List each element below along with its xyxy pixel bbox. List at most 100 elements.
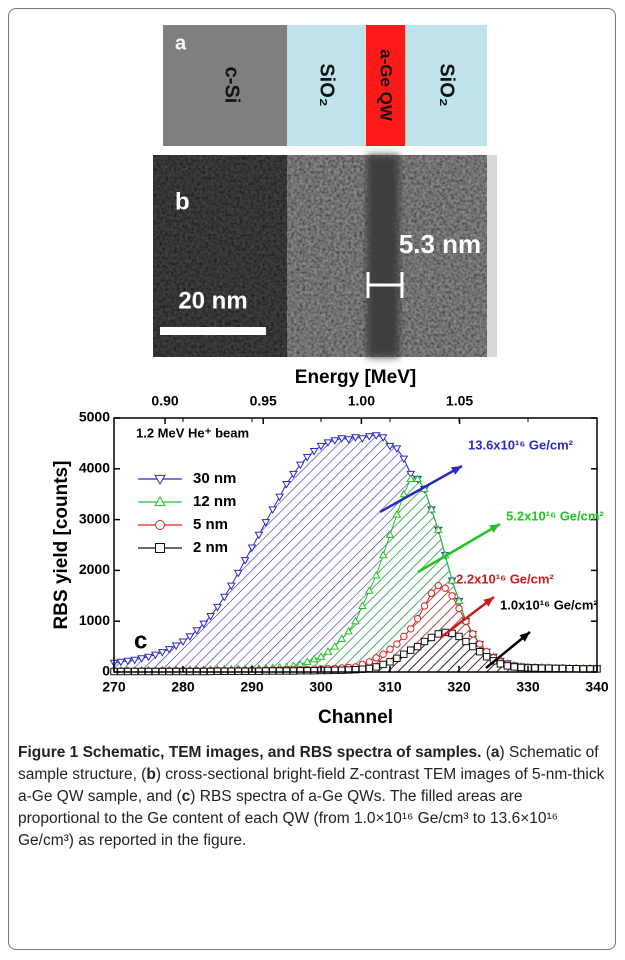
marker xyxy=(155,475,165,484)
x2-tick-label: 0.95 xyxy=(250,393,277,409)
marker xyxy=(156,544,165,553)
marker xyxy=(408,626,414,632)
marker xyxy=(235,668,241,674)
legend-label: 30 nm xyxy=(193,470,236,487)
marker xyxy=(421,603,427,609)
marker xyxy=(256,668,262,674)
tem-region xyxy=(153,155,287,357)
marker xyxy=(242,668,248,674)
x-axis-label: Channel xyxy=(318,707,393,728)
annotation: 13.6x10¹⁶ Ge/cm² xyxy=(468,437,574,452)
marker xyxy=(580,666,586,672)
x-tick-label: 330 xyxy=(516,679,540,695)
marker xyxy=(290,668,296,674)
caption-title: Figure 1 Schematic, TEM images, and RBS … xyxy=(18,744,481,761)
marker xyxy=(155,497,165,506)
marker xyxy=(387,659,393,665)
marker xyxy=(380,651,386,657)
marker xyxy=(228,668,234,674)
marker xyxy=(435,582,441,588)
marker xyxy=(511,664,517,670)
caption-text: c xyxy=(182,788,191,805)
marker xyxy=(421,638,427,644)
x-tick-label: 280 xyxy=(171,679,195,695)
marker xyxy=(477,641,483,647)
x2-tick-label: 0.90 xyxy=(151,393,178,409)
marker xyxy=(463,638,469,644)
marker xyxy=(394,641,400,647)
y-axis-label: RBS yield [counts] xyxy=(51,461,72,630)
marker xyxy=(428,634,434,640)
marker xyxy=(504,663,510,669)
panel-a: a c-Si SiO₂ a-Ge QW SiO₂ xyxy=(163,25,487,146)
annotation: c xyxy=(134,627,147,654)
marker xyxy=(263,668,269,674)
marker xyxy=(311,668,317,674)
marker xyxy=(414,615,420,621)
scale-label: 20 nm xyxy=(178,287,247,314)
marker xyxy=(587,666,593,672)
caption-text: b xyxy=(146,766,155,783)
marker xyxy=(283,668,289,674)
layer-label: c-Si xyxy=(221,67,243,104)
legend-label: 2 nm xyxy=(193,539,228,556)
x-tick-label: 320 xyxy=(447,679,471,695)
marker xyxy=(566,665,572,671)
marker xyxy=(401,651,407,657)
annotation: 2.2x10¹⁶ Ge/cm² xyxy=(456,571,554,586)
x2-tick-label: 1.05 xyxy=(446,393,473,409)
page: a c-Si SiO₂ a-Ge QW SiO₂ b 20 nm 5.3 nm … xyxy=(0,0,625,960)
x2-tick-label: 1.00 xyxy=(348,393,375,409)
annotation: 5.2x10¹⁶ Ge/cm² xyxy=(506,508,604,523)
marker xyxy=(270,668,276,674)
marker xyxy=(214,668,220,674)
marker xyxy=(414,643,420,649)
marker xyxy=(470,631,476,637)
y-tick-label: 5000 xyxy=(79,409,110,425)
marker xyxy=(552,665,558,671)
x-tick-label: 290 xyxy=(240,679,264,695)
y-tick-label: 4000 xyxy=(79,460,110,476)
marker xyxy=(456,605,462,611)
marker xyxy=(483,654,489,660)
marker xyxy=(373,655,379,661)
annotation: 1.2 MeV He⁺ beam xyxy=(136,425,249,440)
marker xyxy=(428,590,434,596)
panel-b: b 20 nm 5.3 nm xyxy=(153,155,497,357)
marker xyxy=(456,633,462,639)
panel-label: b xyxy=(175,188,190,215)
marker xyxy=(470,643,476,649)
marker xyxy=(156,521,165,530)
tem-edge xyxy=(487,155,497,357)
marker xyxy=(442,585,448,591)
measure-label: 5.3 nm xyxy=(399,229,481,259)
x-tick-label: 340 xyxy=(585,679,609,695)
caption-text: a xyxy=(491,744,500,761)
legend-label: 5 nm xyxy=(193,516,228,533)
y-tick-label: 3000 xyxy=(79,510,110,526)
marker xyxy=(276,668,282,674)
marker xyxy=(477,648,483,654)
marker xyxy=(559,665,565,671)
marker xyxy=(518,664,524,670)
marker xyxy=(573,665,579,671)
x-tick-label: 310 xyxy=(378,679,402,695)
marker xyxy=(373,664,379,670)
caption: Figure 1 Schematic, TEM images, and RBS … xyxy=(18,742,608,852)
layer-label: SiO₂ xyxy=(316,63,338,106)
legend-label: 12 nm xyxy=(193,493,236,510)
y-tick-label: 2000 xyxy=(79,561,110,577)
x-tick-label: 270 xyxy=(102,679,126,695)
panel-label: a xyxy=(175,32,187,54)
marker xyxy=(449,593,455,599)
marker xyxy=(394,655,400,661)
marker xyxy=(297,668,303,674)
marker xyxy=(387,646,393,652)
y-tick-label: 1000 xyxy=(79,612,110,628)
scale-bar xyxy=(160,327,266,335)
marker xyxy=(539,665,545,671)
marker xyxy=(380,661,386,667)
layer-label: a-Ge QW xyxy=(377,49,396,122)
marker xyxy=(532,665,538,671)
x2-axis-label: Energy [MeV] xyxy=(295,367,416,388)
